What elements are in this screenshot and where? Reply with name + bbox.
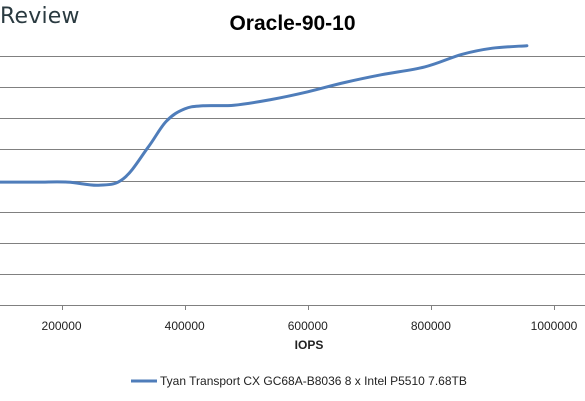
x-tick-label: 800000 (411, 319, 451, 333)
x-tick-label: 1000000 (531, 319, 578, 333)
x-tick-labels: 200000 400000 600000 800000 1000000 (42, 305, 578, 333)
brand-logo-text: Review (0, 4, 80, 29)
legend-label: Tyan Transport CX GC68A-B8036 8 x Intel … (160, 374, 467, 388)
x-axis-title: IOPS (295, 338, 324, 352)
chart-title: Oracle-90-10 (229, 12, 356, 35)
x-tick-label: 600000 (288, 319, 328, 333)
series-layer (0, 44, 529, 187)
gridlines (0, 56, 585, 306)
series-line (0, 44, 529, 187)
legend: Tyan Transport CX GC68A-B8036 8 x Intel … (131, 374, 467, 388)
x-tick-label: 400000 (165, 319, 205, 333)
x-tick-label: 200000 (42, 319, 82, 333)
